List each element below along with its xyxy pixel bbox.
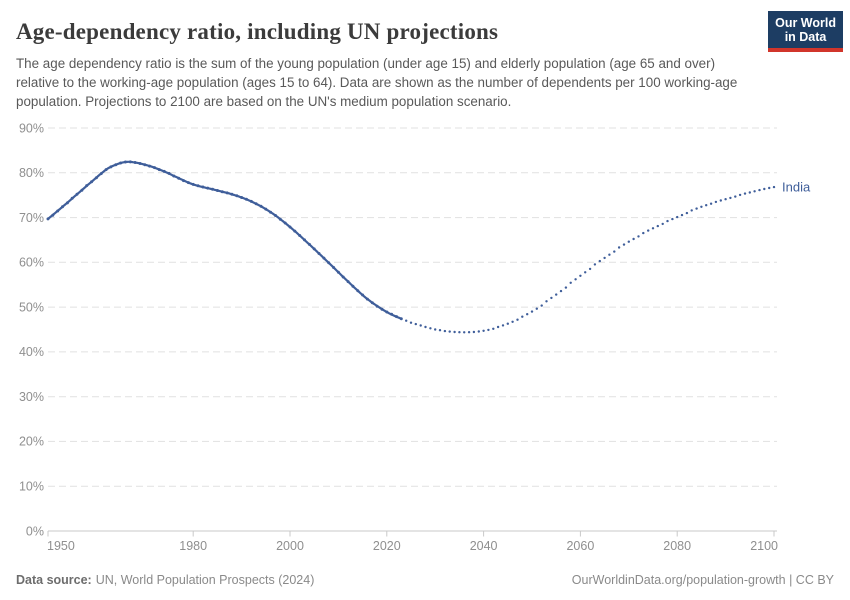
owid-logo-line1: Our World (775, 16, 836, 30)
svg-text:2080: 2080 (663, 539, 691, 553)
svg-text:40%: 40% (19, 345, 44, 359)
svg-text:2040: 2040 (470, 539, 498, 553)
series-end-label: India (782, 180, 811, 195)
footer-credit: OurWorldinData.org/population-growth | C… (572, 573, 834, 587)
chart-subtitle: The age dependency ratio is the sum of t… (16, 56, 738, 109)
owid-logo: Our World in Data (768, 11, 843, 52)
footer-separator: | (789, 573, 793, 587)
svg-text:50%: 50% (19, 300, 44, 314)
svg-text:1980: 1980 (179, 539, 207, 553)
svg-text:60%: 60% (19, 256, 44, 270)
data-source-text: UN, World Population Prospects (2024) (95, 573, 315, 587)
license-link[interactable]: CC BY (795, 573, 834, 587)
x-axis-labels: 1950 1980 2000 2020 2040 2060 2080 2100 (47, 539, 778, 553)
svg-text:2020: 2020 (373, 539, 401, 553)
svg-text:1950: 1950 (47, 539, 75, 553)
svg-text:90%: 90% (19, 121, 44, 135)
y-axis-labels: 0% 10% 20% 30% 40% 50% 60% 70% 80% 90% (19, 121, 44, 538)
owid-url-link[interactable]: OurWorldinData.org/population-growth (571, 573, 786, 587)
svg-text:70%: 70% (19, 211, 44, 225)
svg-text:2100: 2100 (750, 539, 778, 553)
svg-text:10%: 10% (19, 480, 44, 494)
svg-text:2060: 2060 (566, 539, 594, 553)
series-observed-line (46, 160, 403, 320)
series-projected-dots (405, 185, 776, 334)
page-title: Age-dependency ratio, including UN proje… (16, 19, 499, 44)
svg-text:30%: 30% (19, 390, 44, 404)
svg-text:20%: 20% (19, 435, 44, 449)
gridlines (48, 127, 777, 532)
x-axis-ticks (47, 531, 775, 537)
data-source: Data source: UN, World Population Prospec… (16, 573, 314, 587)
data-source-label: Data source: (16, 573, 92, 587)
series-observed-dots (46, 160, 403, 321)
svg-text:2000: 2000 (276, 539, 304, 553)
svg-text:80%: 80% (19, 166, 44, 180)
owid-logo-line2: in Data (784, 30, 827, 44)
svg-text:0%: 0% (26, 524, 44, 538)
chart-footer: Data source: UN, World Population Prospec… (0, 573, 850, 587)
